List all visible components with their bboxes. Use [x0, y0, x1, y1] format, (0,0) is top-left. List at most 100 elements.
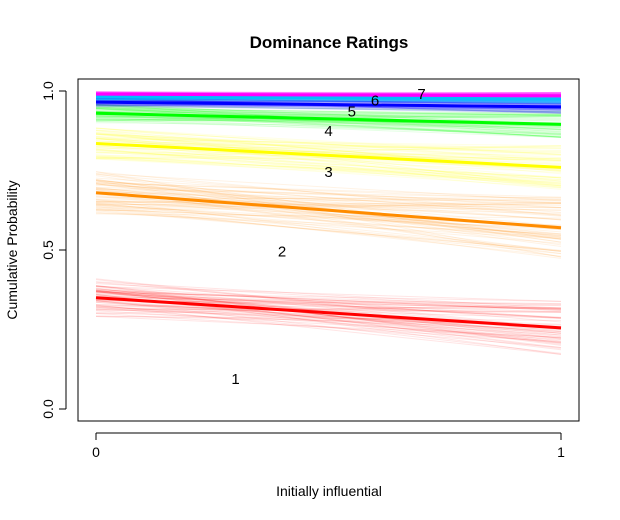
posterior-draw-line: [95, 200, 562, 209]
posterior-draw-line: [95, 138, 562, 179]
posterior-draw-line: [95, 281, 562, 309]
posterior-draw-line: [95, 210, 562, 252]
posterior-draw-line: [95, 209, 562, 252]
posterior-draw-line: [95, 133, 562, 155]
posterior-draw-line: [95, 180, 562, 216]
posterior-draw-line: [95, 285, 562, 319]
posterior-draw-line: [95, 211, 562, 240]
posterior-draw-line: [95, 290, 562, 349]
posterior-draw-line: [95, 158, 562, 185]
posterior-draw-line: [95, 133, 562, 182]
posterior-draw-line: [95, 98, 562, 102]
posterior-draw-line: [95, 145, 562, 170]
posterior-draw-line: [95, 191, 562, 208]
posterior-draw-line: [95, 98, 562, 104]
posterior-draw-line: [95, 97, 562, 104]
mean-line-3: [95, 141, 562, 169]
posterior-draw-line: [95, 198, 562, 236]
posterior-draw-line: [95, 137, 562, 185]
posterior-draw-line: [95, 112, 562, 139]
posterior-draws-2: [95, 171, 562, 259]
posterior-draw-line: [95, 201, 562, 209]
category-label-5: 5: [348, 104, 356, 121]
posterior-draw-line: [95, 106, 562, 124]
posterior-draw-line: [95, 281, 562, 323]
posterior-draw-line: [95, 189, 562, 255]
posterior-draw-line: [95, 97, 562, 102]
posterior-draw-line: [95, 148, 562, 174]
posterior-draw-line: [95, 91, 562, 94]
posterior-draw-line: [95, 104, 562, 110]
category-label-3: 3: [324, 164, 332, 181]
posterior-draw-line: [95, 114, 562, 136]
posterior-draw-line: [95, 119, 562, 139]
posterior-draw-line: [95, 151, 562, 156]
posterior-draw-line: [95, 155, 562, 182]
posterior-draw-line: [95, 111, 562, 115]
posterior-draw-line: [95, 98, 562, 104]
posterior-draws-1: [95, 278, 562, 355]
posterior-draw-line: [95, 299, 562, 354]
posterior-draw-line: [95, 305, 562, 313]
posterior-draw-line: [95, 183, 562, 217]
posterior-draw-line: [95, 105, 562, 122]
posterior-draw-line: [95, 148, 562, 190]
posterior-draw-line: [95, 292, 562, 302]
posterior-draw-line: [95, 297, 562, 305]
posterior-draw-line: [95, 300, 562, 344]
posterior-draw-line: [95, 144, 562, 159]
posterior-draw-line: [95, 294, 562, 319]
posterior-draw-line: [95, 97, 562, 105]
posterior-draw-line: [95, 184, 562, 204]
posterior-draw-line: [95, 150, 562, 179]
posterior-draw-line: [95, 285, 562, 302]
posterior-draw-line: [95, 287, 562, 344]
x-axis-label: Initially influential: [276, 483, 382, 499]
posterior-draw-line: [95, 312, 562, 330]
posterior-draw-line: [95, 179, 562, 216]
posterior-draw-line: [95, 308, 562, 314]
posterior-draw-line: [95, 206, 562, 257]
posterior-draw-line: [95, 207, 562, 255]
posterior-draw-line: [95, 289, 562, 311]
posterior-draw-line: [95, 104, 562, 110]
posterior-draw-line: [95, 132, 562, 186]
posterior-draw-line: [95, 106, 562, 110]
posterior-draw-line: [95, 99, 562, 105]
posterior-draw-line: [95, 307, 562, 313]
posterior-draw-line: [95, 137, 562, 149]
posterior-draw-line: [95, 202, 562, 208]
mean-line-4: [95, 111, 562, 126]
posterior-draw-line: [95, 304, 562, 319]
posterior-draw-line: [95, 304, 562, 314]
posterior-draw-line: [95, 129, 562, 156]
posterior-draw-line: [95, 106, 562, 116]
posterior-draw-line: [95, 183, 562, 248]
x-tick-label: 1: [557, 444, 565, 460]
posterior-draw-line: [95, 182, 562, 198]
posterior-draw-line: [95, 180, 562, 246]
posterior-draw-line: [95, 115, 562, 130]
posterior-draw-line: [95, 149, 562, 187]
posterior-draw-line: [95, 151, 562, 182]
posterior-draw-line: [95, 113, 562, 118]
posterior-draw-line: [95, 158, 562, 179]
mean-line-layer: [95, 92, 562, 330]
posterior-draw-line: [95, 142, 562, 149]
posterior-draw-line: [95, 99, 562, 102]
category-label-6: 6: [371, 93, 379, 110]
posterior-draw-line: [95, 98, 562, 105]
posterior-draw-line: [95, 157, 562, 159]
posterior-draw-line: [95, 200, 562, 211]
posterior-draw-line: [95, 114, 562, 127]
chart-title: Dominance Ratings: [250, 33, 409, 52]
posterior-draw-line: [95, 285, 562, 345]
posterior-draw-line: [95, 295, 562, 310]
posterior-draw-line: [95, 97, 562, 103]
category-label-2: 2: [278, 244, 286, 261]
x-tick-label: 0: [92, 444, 100, 460]
posterior-draw-line: [95, 187, 562, 221]
mean-line-6: [95, 95, 562, 101]
posterior-draw-line: [95, 99, 562, 102]
